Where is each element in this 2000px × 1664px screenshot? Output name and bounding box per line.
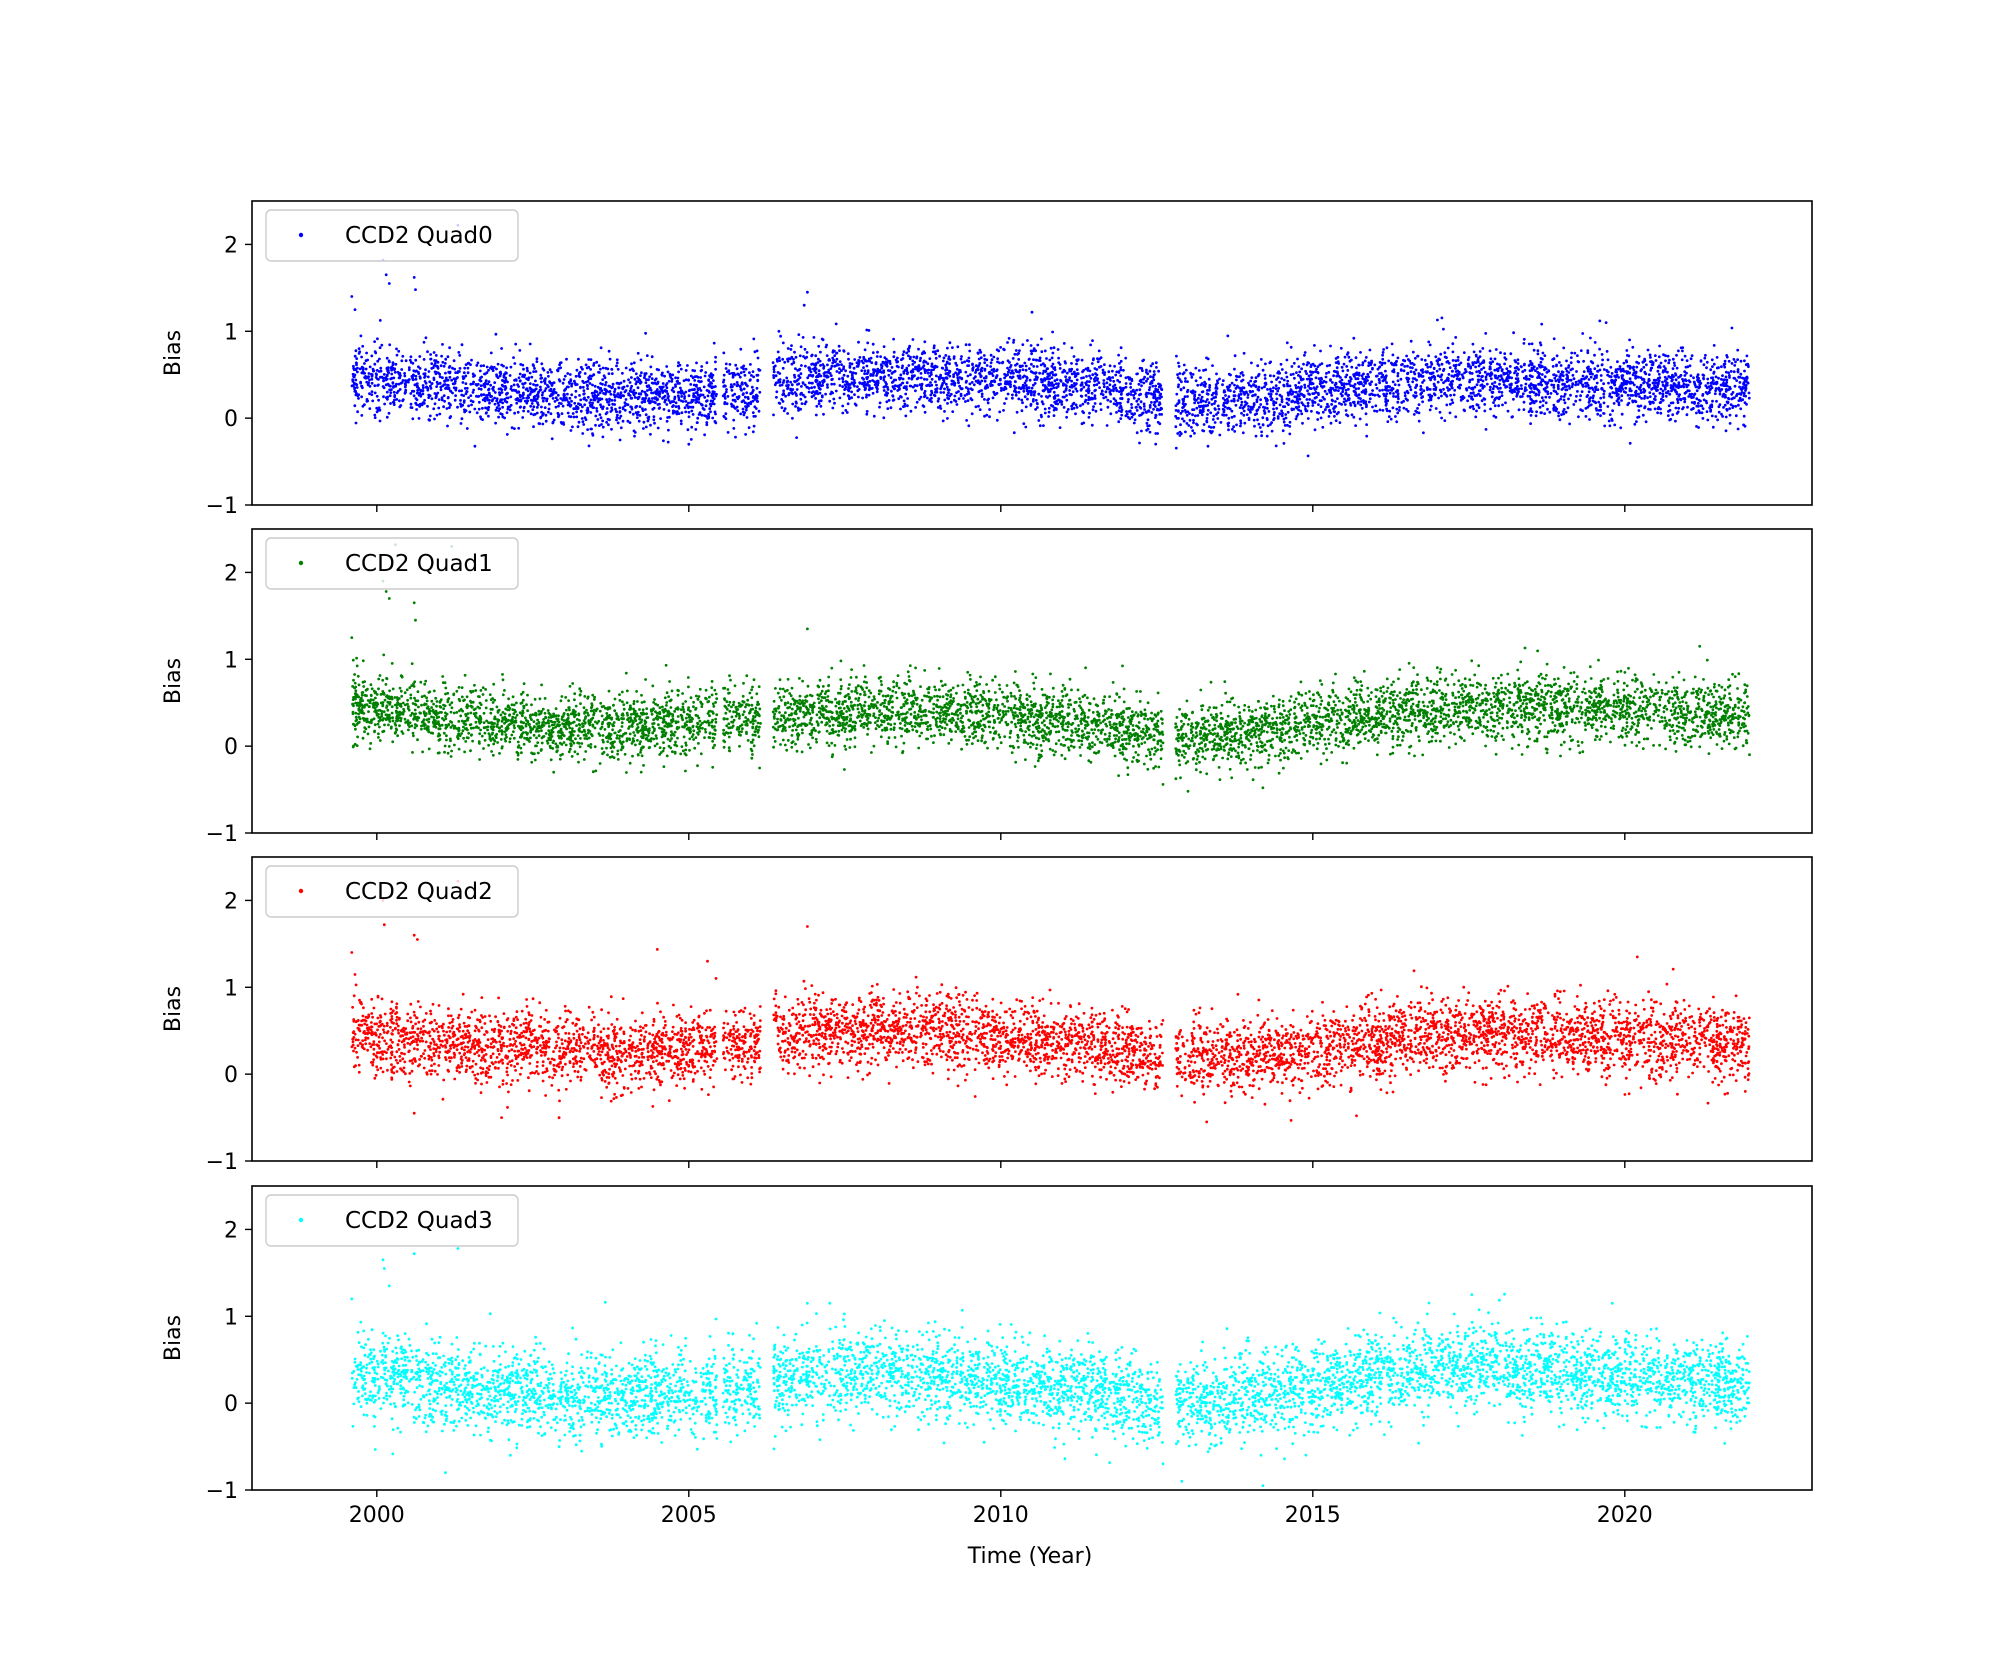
scatter-points-1 xyxy=(350,543,1751,793)
axes-frame xyxy=(251,528,1813,834)
panel-2: −1 0 1 2 Bias CCD2 Quad2 xyxy=(161,856,1813,1175)
legend-label: CCD2 Quad0 xyxy=(345,223,493,249)
x-tick-label: 2000 xyxy=(349,1503,405,1528)
scatter-points-0 xyxy=(350,223,1751,458)
data-points xyxy=(350,879,1751,1124)
legend: CCD2 Quad1 xyxy=(265,537,519,590)
legend: CCD2 Quad0 xyxy=(265,209,519,262)
scatter-points-3 xyxy=(350,1247,1751,1488)
axes-frame xyxy=(251,856,1813,1162)
x-axis-label: Time (Year) xyxy=(967,1544,1093,1569)
legend: CCD2 Quad2 xyxy=(265,865,519,918)
panel-0: −1 0 1 2 Bias CCD2 Quad0 xyxy=(161,200,1813,519)
data-points xyxy=(350,1247,1751,1488)
y-tick-label: −1 xyxy=(206,1150,238,1175)
data-points xyxy=(350,223,1751,458)
y-tick-label: 1 xyxy=(224,320,238,345)
y-tick-label: −1 xyxy=(206,1479,238,1504)
x-tick-label: 2020 xyxy=(1597,1503,1653,1528)
data-points xyxy=(350,543,1751,793)
y-axis-label: Bias xyxy=(161,658,186,704)
axes-frame xyxy=(251,200,1813,506)
legend-label: CCD2 Quad3 xyxy=(345,1208,493,1234)
y-tick-label: 0 xyxy=(224,1392,238,1417)
x-tick-label: 2015 xyxy=(1285,1503,1341,1528)
legend-label: CCD2 Quad1 xyxy=(345,551,493,577)
scatter-points-2 xyxy=(350,879,1751,1124)
y-tick-label: 2 xyxy=(224,889,238,914)
y-axis-label: Bias xyxy=(161,986,186,1032)
y-tick-label: 0 xyxy=(224,735,238,760)
y-tick-label: 0 xyxy=(224,1063,238,1088)
y-axis-label: Bias xyxy=(161,1315,186,1361)
y-tick-label: 1 xyxy=(224,648,238,673)
legend: CCD2 Quad3 xyxy=(265,1194,519,1247)
y-tick-label: 1 xyxy=(224,1305,238,1330)
y-tick-label: 0 xyxy=(224,407,238,432)
y-tick-label: −1 xyxy=(206,822,238,847)
legend-box xyxy=(265,1194,519,1247)
legend-marker xyxy=(298,560,304,566)
y-tick-label: 2 xyxy=(224,1218,238,1243)
legend-box xyxy=(265,537,519,590)
x-tick-label: 2010 xyxy=(973,1503,1029,1528)
legend-marker xyxy=(298,232,304,238)
y-tick-label: 1 xyxy=(224,976,238,1001)
legend-box xyxy=(265,865,519,918)
panel-3: −1 0 1 2 2000 2005 2010 2015 2020 Bias CCD2 Quad3 xyxy=(161,1185,1813,1528)
legend-box xyxy=(265,209,519,262)
legend-label: CCD2 Quad2 xyxy=(345,879,493,905)
legend-marker xyxy=(298,1217,304,1223)
x-tick-label: 2005 xyxy=(661,1503,717,1528)
y-axis-label: Bias xyxy=(161,330,186,376)
y-tick-label: 2 xyxy=(224,561,238,586)
axes-frame xyxy=(251,1185,1813,1491)
y-tick-label: −1 xyxy=(206,494,238,519)
panel-1: −1 0 1 2 Bias CCD2 Quad1 xyxy=(161,528,1813,847)
legend-marker xyxy=(298,888,304,894)
y-tick-label: 2 xyxy=(224,233,238,258)
